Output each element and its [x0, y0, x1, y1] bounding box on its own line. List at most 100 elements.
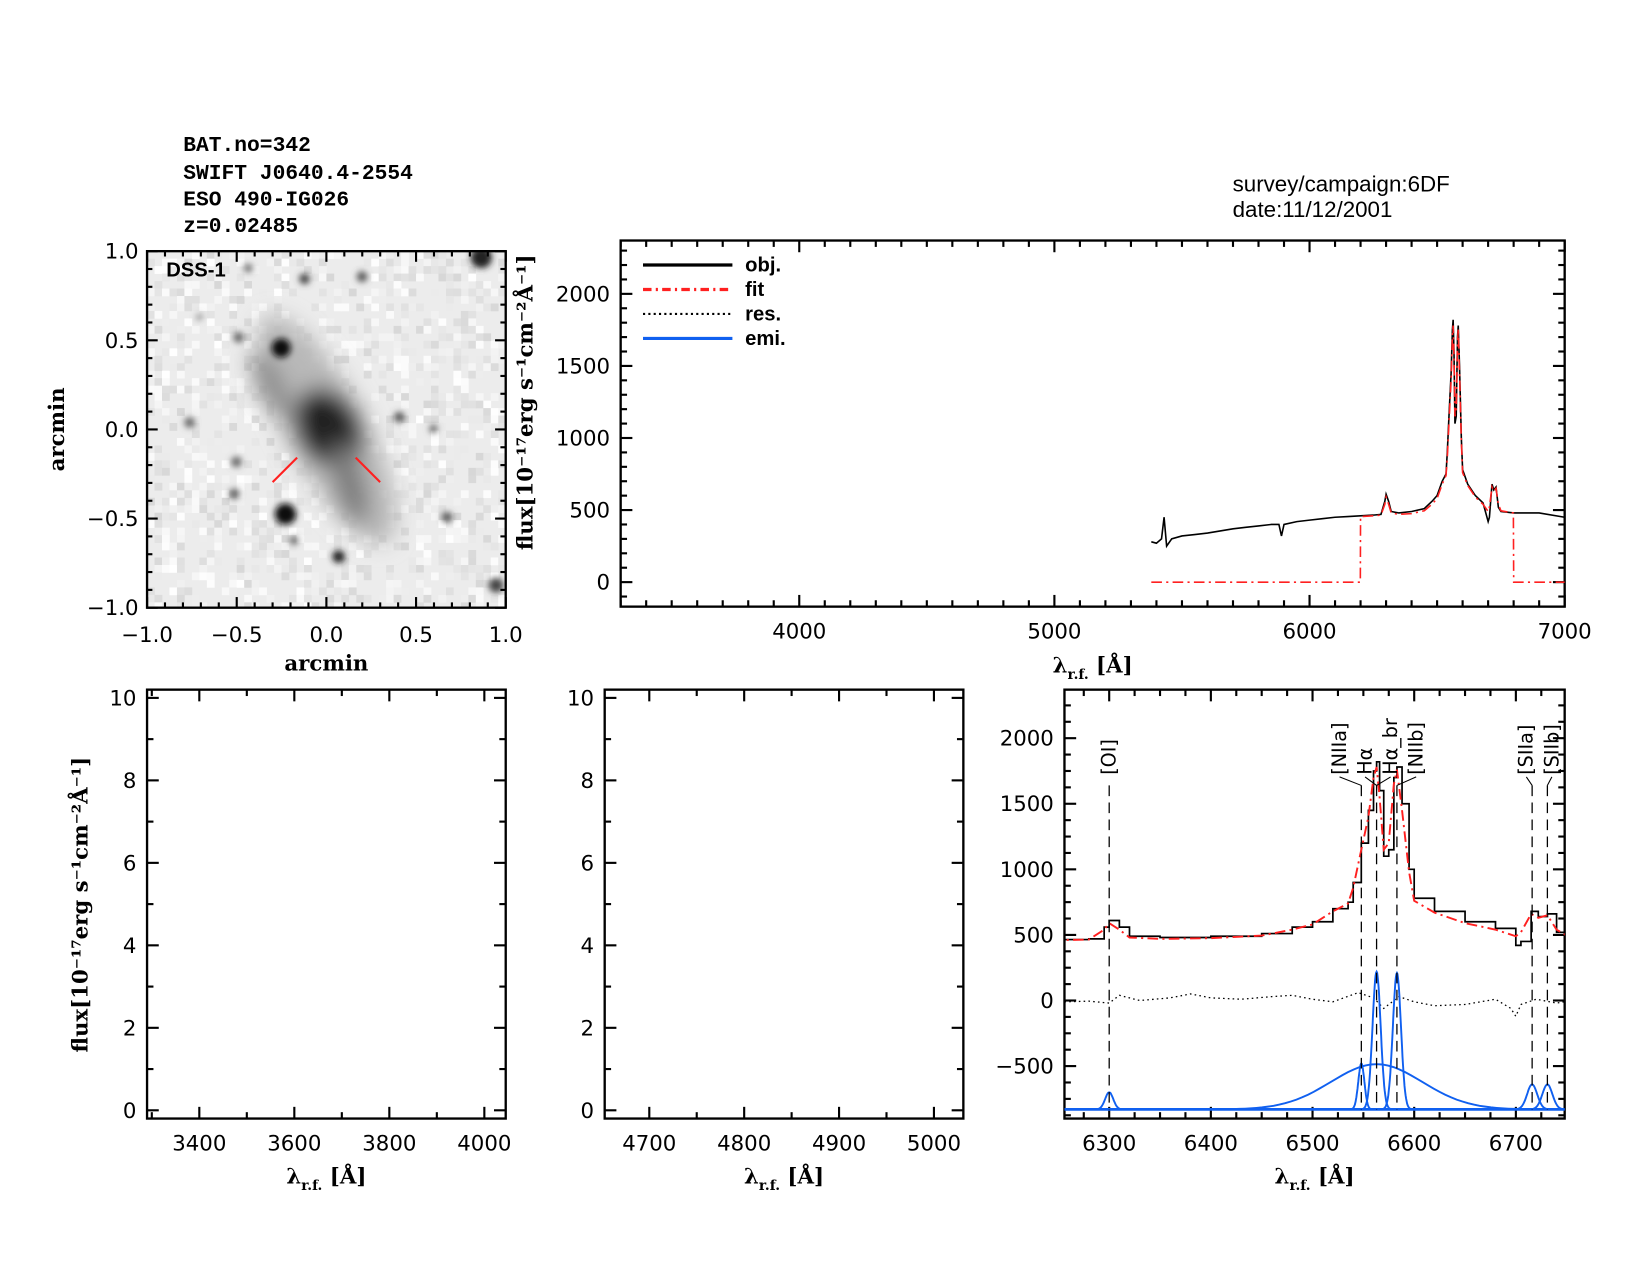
- sky-pixel: [356, 348, 365, 357]
- sky-pixel: [191, 251, 200, 259]
- sky-pixel: [363, 258, 372, 267]
- sky-pixel: [311, 497, 320, 506]
- sky-pixel: [162, 564, 170, 573]
- redshift: z=0.02485: [183, 215, 298, 239]
- y-tick-label: 10: [567, 686, 594, 711]
- sky-pixel: [191, 408, 200, 416]
- sky-pixel: [475, 579, 484, 588]
- sky-pixel: [244, 408, 252, 416]
- sky-pixel: [169, 497, 178, 506]
- sky-pixel: [169, 385, 178, 394]
- sky-pixel: [475, 333, 484, 342]
- sky-pixel: [169, 557, 178, 566]
- sky-pixel: [483, 355, 492, 364]
- sky-pixel: [236, 564, 245, 573]
- sky-pixel: [423, 460, 432, 469]
- sky-pixel: [281, 460, 290, 469]
- sky-pixel: [147, 587, 155, 596]
- sky-pixel: [162, 467, 170, 476]
- sky-pixel: [162, 512, 170, 521]
- sky-pixel: [326, 251, 335, 259]
- y-axis-label: flux[10⁻¹⁷erg s⁻¹cm⁻²Å⁻¹]: [513, 254, 538, 550]
- sky-pixel: [356, 266, 365, 274]
- sky-pixel: [460, 281, 469, 289]
- sky-pixel: [303, 594, 312, 603]
- panel-full: 4000 5000 6000 7000 0 500 1000 1500 2000 λr.f. [Å…: [513, 239, 1592, 683]
- y-tick-label: 10: [109, 686, 136, 711]
- star: [184, 417, 195, 428]
- sky-pixel: [176, 587, 185, 596]
- sky-pixel: [266, 527, 275, 536]
- sky-pixel: [244, 520, 252, 528]
- x-label-subscript: r.f.: [1068, 667, 1089, 683]
- sky-pixel: [453, 564, 462, 573]
- y-tick-label: 2: [581, 1016, 595, 1041]
- sky-pixel: [371, 258, 380, 267]
- sky-pixel: [453, 288, 462, 297]
- sky-pixel: [401, 467, 409, 476]
- sky-pixel: [490, 348, 499, 357]
- sky-pixel: [162, 460, 170, 469]
- sky-pixel: [401, 527, 409, 536]
- sky-pixel: [244, 370, 252, 379]
- sky-pixel: [154, 288, 163, 297]
- sky-pixel: [251, 550, 260, 558]
- sky-pixel: [438, 505, 447, 514]
- sky-pixel: [184, 288, 193, 297]
- sky-pixel: [296, 467, 305, 476]
- sky-pixel: [423, 475, 432, 484]
- sky-pixel: [333, 535, 342, 543]
- sky-pixel: [199, 490, 208, 499]
- sky-pixel: [341, 303, 350, 312]
- sky-pixel: [430, 340, 439, 349]
- sky-pixel: [483, 490, 492, 499]
- sky-pixel: [445, 258, 454, 267]
- sky-pixel: [169, 490, 178, 499]
- sky-pixel: [475, 602, 484, 608]
- sky-pixel: [416, 363, 424, 372]
- sky-pixel: [483, 281, 492, 289]
- x-label-subscript: r.f.: [1289, 1178, 1310, 1194]
- sky-pixel: [363, 415, 372, 424]
- sky-pixel: [460, 430, 469, 439]
- sky-pixel: [408, 363, 417, 372]
- sky-pixel: [483, 273, 492, 282]
- sky-pixel: [438, 325, 447, 334]
- sky-pixel: [236, 296, 245, 304]
- sky-pixel: [401, 542, 409, 551]
- sky-pixel: [147, 303, 155, 312]
- sky-pixel: [184, 296, 193, 304]
- sky-pixel: [393, 281, 402, 289]
- sky-pixel: [154, 564, 163, 573]
- sky-pixel: [460, 572, 469, 581]
- sky-pixel: [498, 370, 506, 379]
- sky-pixel: [386, 281, 394, 289]
- sky-pixel: [206, 310, 215, 319]
- sky-pixel: [371, 393, 380, 401]
- sky-pixel: [341, 579, 350, 588]
- y-tick-label: 500: [569, 499, 610, 524]
- star: [488, 577, 504, 593]
- emission-component: [1356, 969, 1397, 1111]
- sky-pixel: [460, 564, 469, 573]
- sky-pixel: [176, 490, 185, 499]
- bat-number: BAT.no=342: [183, 134, 311, 158]
- sky-pixel: [490, 505, 499, 514]
- sky-pixel: [274, 520, 282, 528]
- sky-pixel: [453, 520, 462, 528]
- sky-pixel: [416, 557, 424, 566]
- sky-pixel: [154, 535, 163, 543]
- sky-pixel: [453, 445, 462, 454]
- sky-pixel: [236, 542, 245, 551]
- sky-pixel: [266, 550, 275, 558]
- sky-pixel: [460, 594, 469, 603]
- y-tick-label: 0.5: [105, 329, 139, 354]
- sky-pixel: [363, 594, 372, 603]
- sky-pixel: [274, 423, 282, 431]
- line-label-connector: [1339, 776, 1362, 786]
- x-label-unit: [Å]: [780, 1164, 824, 1189]
- sky-pixel: [251, 340, 260, 349]
- sky-pixel: [176, 325, 185, 334]
- sky-pixel: [438, 460, 447, 469]
- sky-pixel: [430, 355, 439, 364]
